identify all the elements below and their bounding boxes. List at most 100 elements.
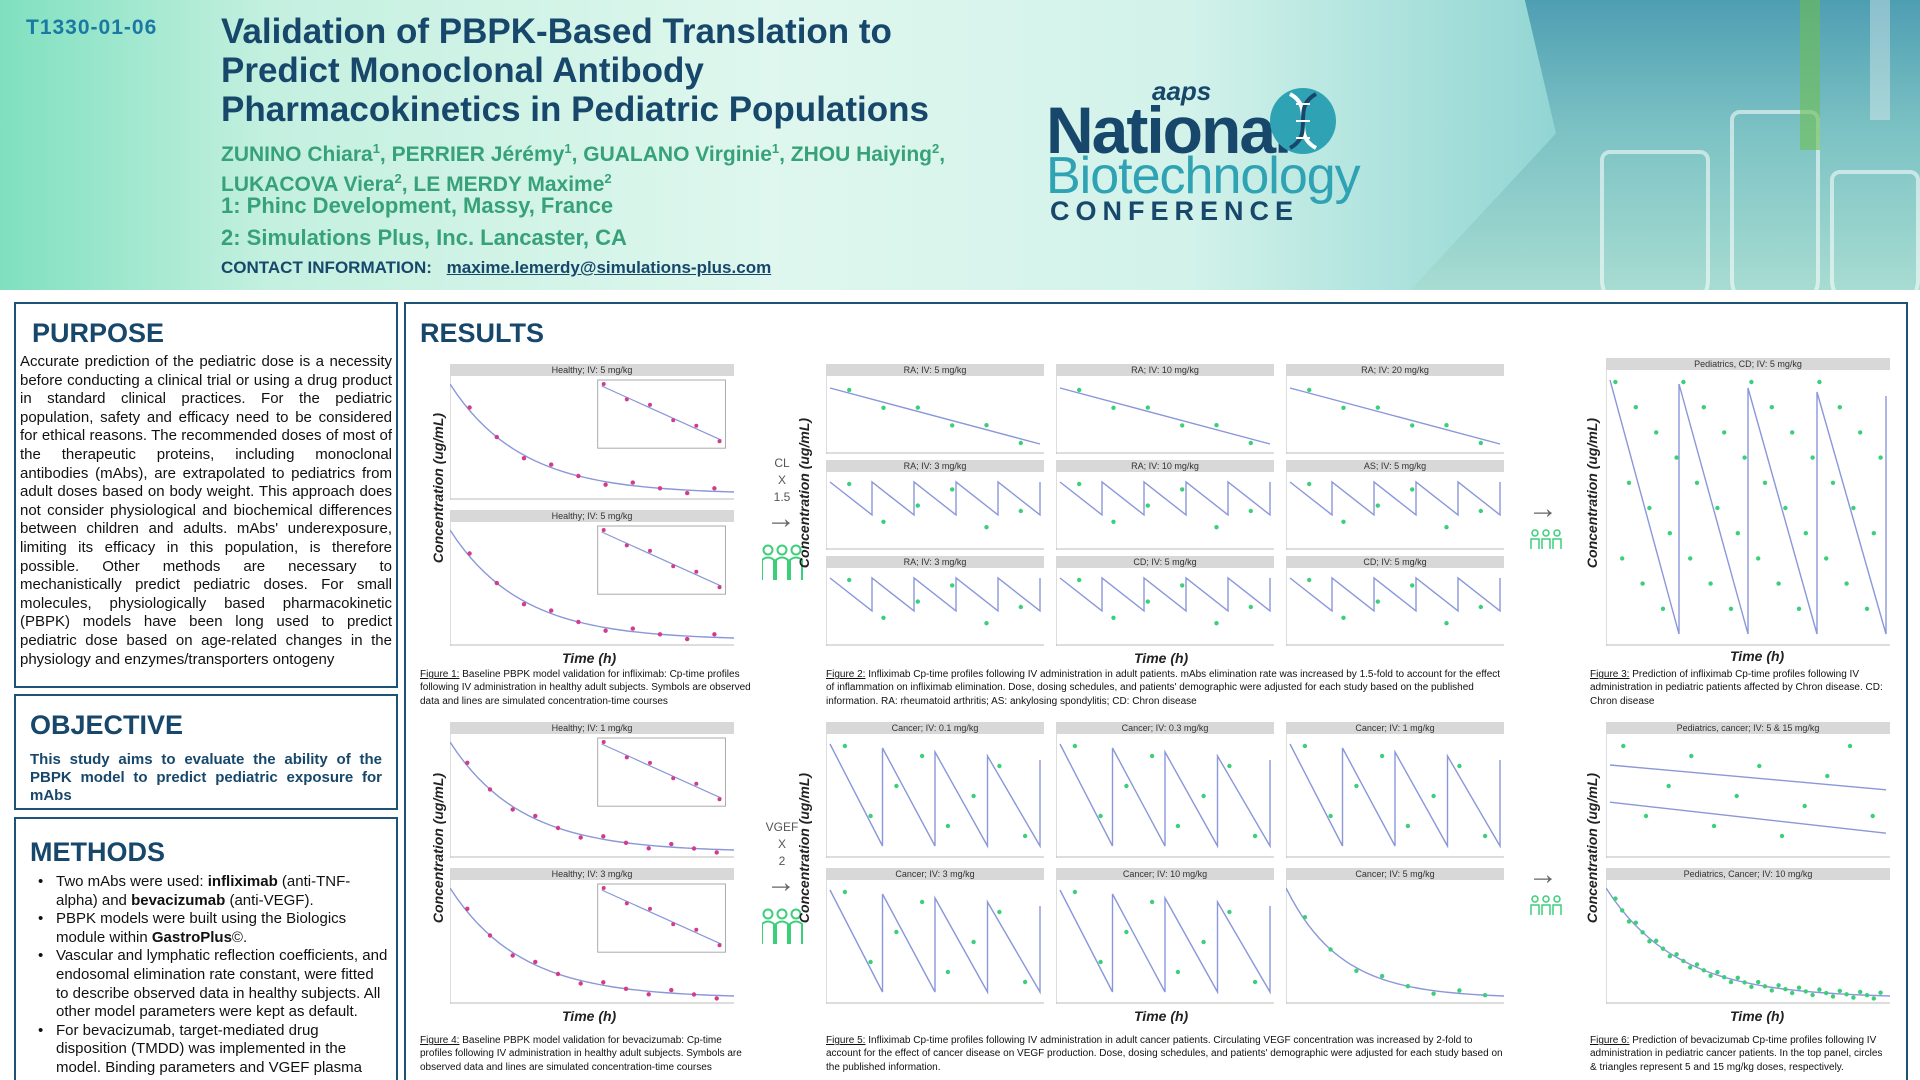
observed-point: [601, 980, 606, 985]
y-axis-label: Concentration (ug/mL): [430, 412, 446, 564]
panel-plot: [450, 522, 734, 646]
observed-point: [1783, 505, 1788, 511]
panel-plot: [1056, 472, 1274, 550]
observed-point: [630, 626, 635, 631]
observed-point: [1145, 599, 1150, 604]
figure-label: Figure 6:: [1590, 1035, 1630, 1046]
author-name: ZHOU Haiying: [790, 143, 932, 166]
y-axis-label: Concentration (ug/mL): [1584, 772, 1600, 924]
observed-point: [1354, 968, 1359, 973]
x-axis-label: Time (h): [1730, 1008, 1785, 1024]
observed-point: [950, 423, 955, 428]
observed-point: [1375, 503, 1380, 508]
observed-point: [1654, 938, 1659, 943]
observed-point: [1111, 519, 1116, 524]
simulated-curve: [1609, 379, 1887, 635]
observed-point: [1124, 783, 1129, 789]
observed-point: [1640, 581, 1645, 586]
observed-point: [1817, 987, 1822, 992]
observed-point: [521, 456, 527, 461]
observed-point: [1180, 487, 1185, 492]
observed-point: [1878, 990, 1883, 995]
observed-point: [1769, 405, 1774, 410]
observed-point: [915, 503, 920, 508]
methods-bullet-text: (anti-VEGF).: [225, 891, 314, 909]
observed-point: [1620, 556, 1625, 561]
scaling-factor-label: X: [777, 473, 786, 487]
observed-point: [1077, 577, 1082, 583]
methods-bullet: Vascular and lymphatic reflection coeffi…: [30, 947, 388, 1021]
observed-point: [487, 787, 493, 792]
observed-point: [1749, 379, 1754, 385]
observed-point: [1803, 989, 1808, 994]
observed-point: [1715, 969, 1720, 975]
observed-point: [1742, 455, 1747, 460]
panel-plot: [826, 472, 1044, 550]
observed-point: [1701, 405, 1706, 410]
panel-plot: [826, 734, 1044, 858]
y-axis-label: Concentration (ug/mL): [1584, 417, 1600, 569]
panel-plot: [826, 880, 1044, 1004]
inset-plot: [597, 379, 726, 449]
observed-point: [1803, 531, 1808, 536]
observed-point: [510, 807, 515, 812]
observed-point: [1410, 423, 1415, 428]
observed-point: [1478, 604, 1483, 610]
panel-plot: [826, 376, 1044, 454]
inset-point: [694, 423, 699, 428]
observed-point: [669, 987, 674, 993]
observed-point: [1201, 939, 1206, 945]
observed-point: [1621, 743, 1626, 749]
figure-caption: Figure 4: Baseline PBPK model validation…: [420, 1034, 752, 1074]
observed-point: [1796, 606, 1802, 611]
observed-point: [1018, 508, 1023, 514]
objective-text: This study aims to evaluate the ability …: [30, 751, 382, 804]
observed-point: [1341, 519, 1346, 524]
plot-panel: Healthy; IV: 1 mg/kg: [450, 722, 734, 858]
observed-point: [1444, 621, 1449, 626]
plot-panel: Cancer; IV: 0.1 mg/kg: [826, 722, 1044, 858]
panel-title: Healthy; IV: 5 mg/kg: [450, 364, 734, 376]
observed-point: [1410, 583, 1415, 588]
plot-panel: Cancer; IV: 1 mg/kg: [1286, 722, 1504, 858]
contact-email-link[interactable]: maxime.lemerdy@simulations-plus.com: [446, 258, 772, 277]
plot-panel: RA; IV: 20 mg/kg: [1286, 364, 1504, 454]
x-axis-label: Time (h): [1134, 1008, 1189, 1024]
observed-point: [1711, 823, 1717, 829]
inset-point: [671, 418, 676, 423]
observed-point: [1728, 979, 1734, 985]
inset-curve: [601, 385, 722, 441]
observed-point: [1643, 813, 1649, 819]
observed-point: [1410, 487, 1415, 492]
observed-point: [1824, 556, 1829, 561]
inset-point: [648, 906, 652, 911]
panel-plot: [450, 376, 734, 500]
observed-point: [657, 632, 663, 637]
observed-point: [1757, 763, 1762, 769]
observed-point: [1124, 929, 1129, 935]
observed-point: [1214, 621, 1219, 626]
figure-caption-text: Baseline PBPK model validation for infli…: [420, 669, 751, 707]
observed-point: [984, 525, 989, 530]
observed-point: [1844, 992, 1849, 997]
observed-point: [1457, 988, 1462, 993]
inset-point: [601, 382, 606, 386]
observed-point: [465, 760, 470, 765]
observed-point: [1689, 753, 1694, 759]
panel-title: CD; IV: 5 mg/kg: [1056, 556, 1274, 568]
observed-point: [1660, 606, 1666, 611]
simulated-curve: [1059, 743, 1271, 849]
panel-plot: [1286, 376, 1504, 454]
observed-point: [1681, 958, 1686, 964]
observed-point: [915, 405, 920, 410]
simulated-curve: [1289, 576, 1501, 613]
observed-point: [1779, 833, 1785, 839]
observed-point: [1633, 405, 1638, 410]
observed-point: [1769, 988, 1774, 993]
inset-point: [624, 755, 629, 760]
inset-plot: [597, 883, 726, 953]
observed-point: [1864, 606, 1870, 611]
panel-title: Cancer; IV: 1 mg/kg: [1286, 722, 1504, 734]
observed-point: [465, 906, 470, 911]
observed-point: [1762, 984, 1768, 989]
